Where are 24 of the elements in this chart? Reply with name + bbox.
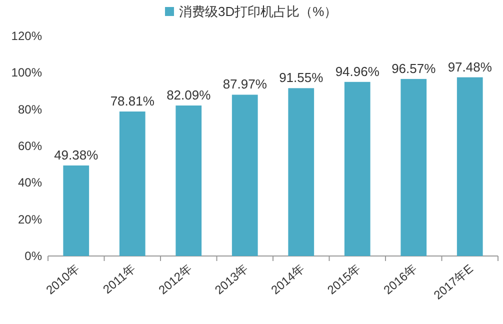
- text: 97.48%: [448, 59, 492, 74]
- bar: [288, 88, 314, 256]
- y-tick-label: 20%: [18, 212, 42, 226]
- y-tick-label: 40%: [18, 176, 42, 190]
- y-tick-label: 120%: [11, 29, 42, 43]
- text: 94.96%: [335, 64, 380, 79]
- text: 78.81%: [110, 94, 154, 109]
- text: 87.97%: [222, 76, 267, 92]
- text: 91.55%: [279, 70, 324, 86]
- bar: [400, 78, 427, 256]
- y-tick-label: 0%: [24, 249, 42, 263]
- bar: [176, 106, 202, 256]
- text: 96.57%: [392, 60, 436, 76]
- bar: [232, 94, 258, 256]
- y-tick-label: 100%: [11, 66, 42, 80]
- text: 49.38%: [54, 147, 98, 162]
- bar: [119, 112, 146, 256]
- bar: [456, 77, 483, 256]
- legend-label: 消费级3D打印机占比（%）: [179, 4, 338, 19]
- bar: [344, 82, 370, 256]
- y-tick-label: 60%: [18, 139, 42, 153]
- y-tick-label: 80%: [18, 102, 42, 116]
- text: 82.09%: [166, 88, 211, 102]
- bar: [63, 165, 90, 256]
